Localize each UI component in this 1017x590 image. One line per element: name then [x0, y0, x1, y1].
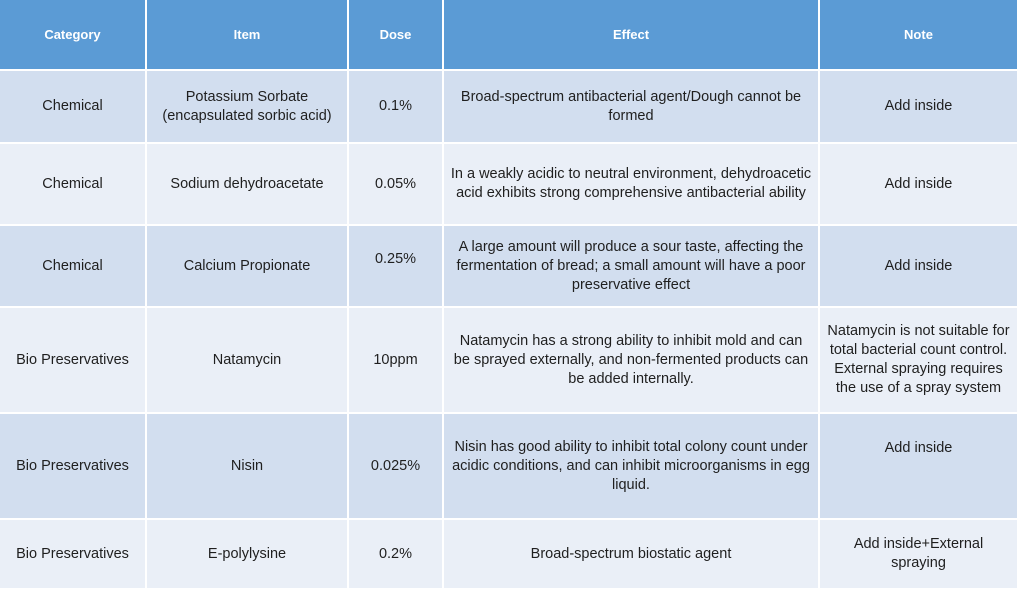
cell-effect: Natamycin has a strong ability to inhibi… [443, 307, 820, 414]
cell-dose: 0.05% [348, 143, 444, 226]
cell-dose: 10ppm [348, 307, 444, 414]
cell-category: Bio Preservatives [0, 413, 147, 520]
cell-effect: Broad-spectrum biostatic agent [443, 519, 820, 590]
table-row: Bio Preservatives Nisin 0.025% Nisin has… [0, 413, 1017, 520]
cell-item: Calcium Propionate [146, 225, 349, 308]
cell-category: Bio Preservatives [0, 519, 147, 590]
cell-item: Natamycin [146, 307, 349, 414]
cell-note: Natamycin is not suitable for total bact… [819, 307, 1017, 414]
header-note: Note [819, 0, 1017, 71]
cell-note: Add inside [819, 143, 1017, 226]
cell-category: Chemical [0, 225, 147, 308]
cell-item: Nisin [146, 413, 349, 520]
header-category: Category [0, 0, 147, 71]
cell-dose: 0.1% [348, 70, 444, 144]
table-row: Chemical Sodium dehydroacetate 0.05% In … [0, 143, 1017, 226]
cell-dose: 0.025% [348, 413, 444, 520]
cell-note: Add inside [819, 413, 1017, 520]
table-row: Chemical Calcium Propionate 0.25% A larg… [0, 225, 1017, 308]
table-header-row: Category Item Dose Effect Note [0, 0, 1017, 71]
header-effect: Effect [443, 0, 820, 71]
table-row: Bio Preservatives E-polylysine 0.2% Broa… [0, 519, 1017, 590]
cell-item: Sodium dehydroacetate [146, 143, 349, 226]
header-item: Item [146, 0, 349, 71]
cell-effect: Broad-spectrum antibacterial agent/Dough… [443, 70, 820, 144]
cell-category: Chemical [0, 143, 147, 226]
cell-note: Add inside [819, 225, 1017, 308]
table-row: Chemical Potassium Sorbate (encapsulated… [0, 70, 1017, 144]
header-dose: Dose [348, 0, 444, 71]
cell-item: Potassium Sorbate (encapsulated sorbic a… [146, 70, 349, 144]
cell-note: Add inside [819, 70, 1017, 144]
cell-effect: In a weakly acidic to neutral environmen… [443, 143, 820, 226]
cell-effect: A large amount will produce a sour taste… [443, 225, 820, 308]
cell-category: Bio Preservatives [0, 307, 147, 414]
cell-dose: 0.2% [348, 519, 444, 590]
cell-effect: Nisin has good ability to inhibit total … [443, 413, 820, 520]
cell-note: Add inside+External spraying [819, 519, 1017, 590]
cell-category: Chemical [0, 70, 147, 144]
cell-dose: 0.25% [348, 225, 444, 308]
cell-item: E-polylysine [146, 519, 349, 590]
table-row: Bio Preservatives Natamycin 10ppm Natamy… [0, 307, 1017, 414]
